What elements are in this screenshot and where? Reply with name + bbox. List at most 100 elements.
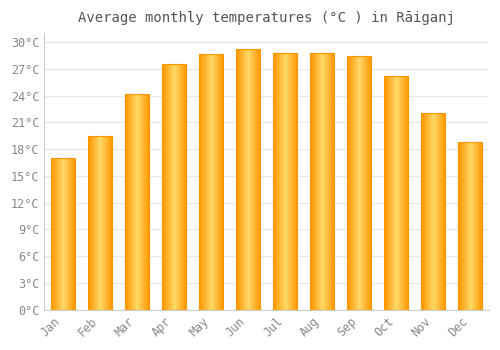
Bar bbox=[242, 49, 244, 310]
Bar bbox=[443, 113, 444, 310]
Bar bbox=[428, 113, 430, 310]
Bar bbox=[199, 54, 223, 310]
Bar bbox=[104, 136, 105, 310]
Bar bbox=[52, 158, 54, 310]
Bar bbox=[350, 56, 351, 310]
Bar bbox=[60, 158, 62, 310]
Bar bbox=[274, 53, 275, 310]
Bar bbox=[244, 49, 245, 310]
Bar bbox=[370, 56, 372, 310]
Bar bbox=[219, 54, 220, 310]
Bar bbox=[248, 49, 249, 310]
Bar bbox=[203, 54, 204, 310]
Bar bbox=[68, 158, 70, 310]
Bar bbox=[465, 142, 466, 310]
Bar bbox=[125, 94, 126, 310]
Bar bbox=[125, 94, 149, 310]
Bar bbox=[284, 53, 285, 310]
Bar bbox=[458, 142, 482, 310]
Bar bbox=[283, 53, 284, 310]
Bar bbox=[168, 64, 170, 310]
Bar bbox=[393, 76, 394, 310]
Bar bbox=[59, 158, 60, 310]
Bar bbox=[479, 142, 480, 310]
Bar bbox=[105, 136, 106, 310]
Bar bbox=[434, 113, 435, 310]
Bar bbox=[357, 56, 358, 310]
Bar bbox=[286, 53, 287, 310]
Bar bbox=[396, 76, 397, 310]
Bar bbox=[97, 136, 98, 310]
Bar bbox=[435, 113, 436, 310]
Bar bbox=[477, 142, 478, 310]
Bar bbox=[444, 113, 446, 310]
Bar bbox=[467, 142, 468, 310]
Bar bbox=[462, 142, 463, 310]
Bar bbox=[469, 142, 470, 310]
Bar bbox=[432, 113, 434, 310]
Bar bbox=[110, 136, 112, 310]
Bar bbox=[360, 56, 361, 310]
Bar bbox=[252, 49, 253, 310]
Bar bbox=[144, 94, 145, 310]
Bar bbox=[290, 53, 291, 310]
Bar bbox=[91, 136, 92, 310]
Bar bbox=[175, 64, 176, 310]
Bar bbox=[347, 56, 372, 310]
Bar bbox=[388, 76, 389, 310]
Bar bbox=[204, 54, 206, 310]
Bar bbox=[438, 113, 439, 310]
Bar bbox=[134, 94, 136, 310]
Bar bbox=[311, 53, 312, 310]
Bar bbox=[103, 136, 104, 310]
Bar bbox=[480, 142, 481, 310]
Bar bbox=[294, 53, 295, 310]
Bar bbox=[98, 136, 99, 310]
Bar bbox=[212, 54, 214, 310]
Bar bbox=[148, 94, 149, 310]
Bar bbox=[89, 136, 90, 310]
Bar bbox=[250, 49, 252, 310]
Bar bbox=[141, 94, 142, 310]
Bar bbox=[54, 158, 55, 310]
Bar bbox=[384, 76, 408, 310]
Bar bbox=[218, 54, 219, 310]
Bar bbox=[353, 56, 354, 310]
Bar bbox=[51, 158, 75, 310]
Bar bbox=[130, 94, 132, 310]
Bar bbox=[464, 142, 465, 310]
Bar bbox=[478, 142, 479, 310]
Bar bbox=[361, 56, 362, 310]
Bar bbox=[237, 49, 238, 310]
Bar bbox=[442, 113, 443, 310]
Bar bbox=[319, 53, 320, 310]
Bar bbox=[368, 56, 369, 310]
Bar bbox=[384, 76, 385, 310]
Bar bbox=[385, 76, 386, 310]
Bar bbox=[145, 94, 146, 310]
Bar bbox=[277, 53, 278, 310]
Bar bbox=[184, 64, 186, 310]
Bar bbox=[288, 53, 289, 310]
Title: Average monthly temperatures (°C ) in Rāiganj: Average monthly temperatures (°C ) in Rā… bbox=[78, 11, 455, 25]
Bar bbox=[72, 158, 74, 310]
Bar bbox=[401, 76, 402, 310]
Bar bbox=[310, 53, 334, 310]
Bar bbox=[424, 113, 426, 310]
Bar bbox=[281, 53, 282, 310]
Bar bbox=[221, 54, 222, 310]
Bar bbox=[215, 54, 216, 310]
Bar bbox=[362, 56, 364, 310]
Bar bbox=[279, 53, 280, 310]
Bar bbox=[88, 136, 112, 310]
Bar bbox=[180, 64, 182, 310]
Bar bbox=[458, 142, 459, 310]
Bar bbox=[95, 136, 96, 310]
Bar bbox=[293, 53, 294, 310]
Bar bbox=[256, 49, 257, 310]
Bar bbox=[470, 142, 471, 310]
Bar bbox=[132, 94, 133, 310]
Bar bbox=[347, 56, 372, 310]
Bar bbox=[166, 64, 167, 310]
Bar bbox=[314, 53, 315, 310]
